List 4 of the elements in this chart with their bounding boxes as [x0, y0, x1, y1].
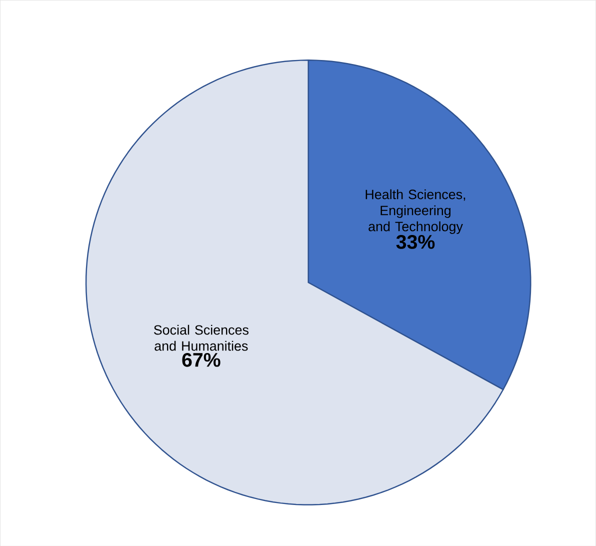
slice-label: Health Sciences, Engineering and Technology [366, 189, 466, 234]
slice-label: Social Sciences and Humanities [154, 324, 249, 351]
data-label: 33% [396, 234, 435, 249]
data-label: 67% [182, 352, 220, 367]
